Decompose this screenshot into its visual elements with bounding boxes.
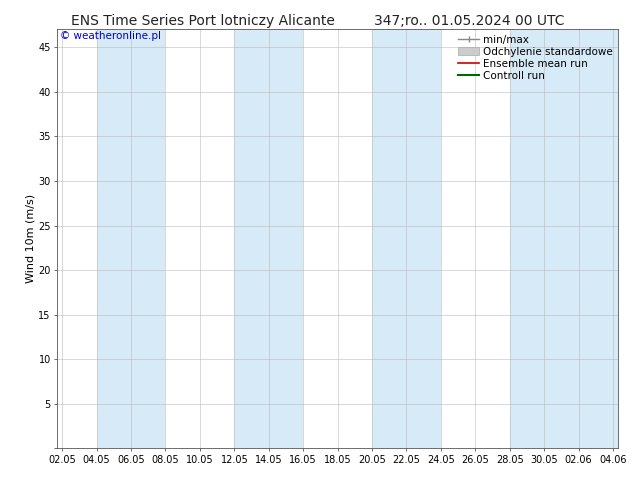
Legend: min/max, Odchylenie standardowe, Ensemble mean run, Controll run: min/max, Odchylenie standardowe, Ensembl… bbox=[458, 35, 613, 81]
Bar bbox=[235, 29, 303, 448]
Text: 347;ro.. 01.05.2024 00 UTC: 347;ro.. 01.05.2024 00 UTC bbox=[374, 14, 564, 28]
Bar bbox=[372, 29, 441, 448]
Bar bbox=[579, 29, 623, 448]
Bar bbox=[96, 29, 165, 448]
Y-axis label: Wind 10m (m/s): Wind 10m (m/s) bbox=[25, 195, 36, 283]
Bar bbox=[510, 29, 579, 448]
Text: © weatheronline.pl: © weatheronline.pl bbox=[60, 31, 161, 42]
Text: ENS Time Series Port lotniczy Alicante: ENS Time Series Port lotniczy Alicante bbox=[71, 14, 335, 28]
